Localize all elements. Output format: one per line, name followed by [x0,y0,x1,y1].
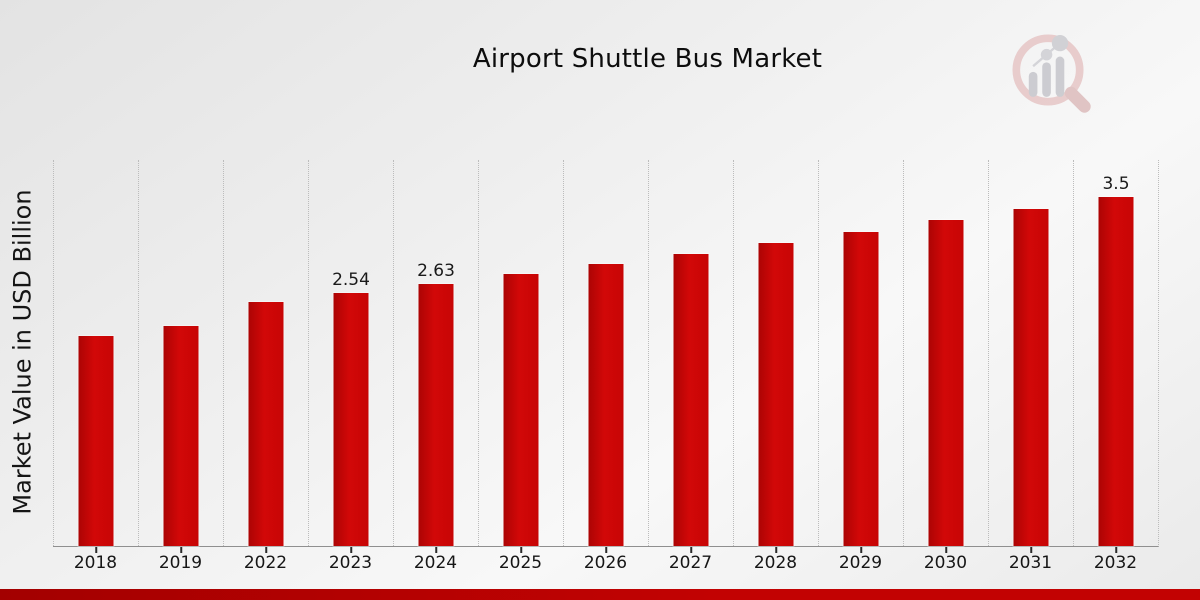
chart-title: Airport Shuttle Bus Market [472,44,823,74]
category-cell-2019 [138,160,223,553]
x-axis-tick [860,547,862,553]
bar-value-label-2023: 2.54 [332,269,370,290]
bar-2028 [758,242,794,546]
y-axis-label: Market Value in USD Billion [9,189,37,515]
x-axis-tick [1030,547,1032,553]
category-cell-2024: 2.63 [393,160,478,553]
x-axis-tick [265,547,267,553]
x-tick-label-2024: 2024 [413,553,458,573]
x-axis-tick [1115,547,1117,553]
category-cell-2025 [478,160,563,553]
category-cell-2028 [733,160,818,553]
x-tick-label-2028: 2028 [753,553,798,573]
bar-2030 [928,219,964,546]
category-cell-2031 [988,160,1073,553]
category-cell-2018 [53,160,138,553]
watermark-logo [1000,22,1096,118]
x-tick-label-2026: 2026 [583,553,628,573]
bottom-accent-band [0,589,1200,600]
category-cell-2023: 2.54 [308,160,393,553]
y-axis-label-wrap: Market Value in USD Billion [0,158,46,546]
x-tick-label-2029: 2029 [838,553,883,573]
bar-2026 [588,263,624,546]
category-cell-2026 [563,160,648,553]
category-cell-2029 [818,160,903,553]
x-axis-tick [350,547,352,553]
bar-2019 [163,325,199,546]
x-tick-label-2031: 2031 [1008,553,1053,573]
bar-2025 [503,273,539,546]
x-tick-label-2022: 2022 [243,553,288,573]
x-tick-label-2030: 2030 [923,553,968,573]
x-tick-label-2018: 2018 [73,553,118,573]
bar-2031 [1013,208,1049,546]
magnifier-barchart-icon [1012,34,1091,113]
x-axis-tick [435,547,437,553]
category-cell-2027 [648,160,733,553]
x-axis-tick [775,547,777,553]
bar-value-label-2024: 2.63 [417,260,455,281]
bar-2029 [843,231,879,546]
x-axis-tick [520,547,522,553]
bar-2022 [248,301,284,546]
x-axis-tick [95,547,97,553]
x-tick-label-2025: 2025 [498,553,543,573]
category-cell-2030 [903,160,988,553]
plot-area: 2.54 2.63 3.5 [53,160,1159,553]
category-cell-2022 [223,160,308,553]
x-axis-tick [605,547,607,553]
x-tick-label-2023: 2023 [328,553,373,573]
bar-2024: 2.63 [417,261,455,546]
x-tick-label-2027: 2027 [668,553,713,573]
x-axis-tick [945,547,947,553]
x-axis-labels: 2018 2019 2022 2023 2024 2025 2026 2027 2028 2029… [53,553,1158,573]
bar-2032: 3.5 [1098,174,1134,546]
category-cell-2032: 3.5 [1073,160,1158,553]
bar-value-label-2032: 3.5 [1102,173,1130,194]
bar-2027 [673,253,709,546]
x-tick-label-2032: 2032 [1093,553,1138,573]
bar-2023: 2.54 [332,270,370,546]
x-axis-tick [690,547,692,553]
x-tick-label-2019: 2019 [158,553,203,573]
bar-2018 [78,335,114,546]
x-axis-tick [180,547,182,553]
